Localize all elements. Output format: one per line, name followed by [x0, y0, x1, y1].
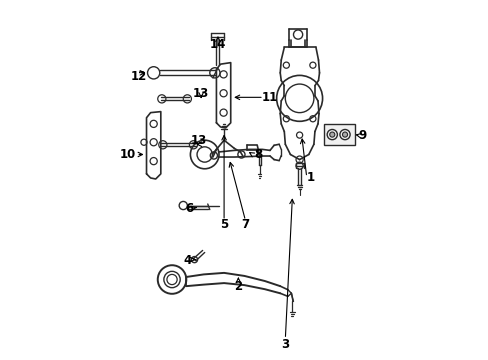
- Bar: [323, 124, 354, 145]
- Text: 7: 7: [241, 219, 249, 231]
- Text: 4: 4: [183, 254, 191, 267]
- Circle shape: [342, 132, 347, 137]
- Text: 8: 8: [254, 148, 263, 161]
- Text: 13: 13: [193, 87, 209, 100]
- Text: 3: 3: [281, 338, 289, 351]
- Text: 13: 13: [190, 134, 206, 147]
- Circle shape: [329, 132, 334, 137]
- Text: 1: 1: [306, 171, 314, 184]
- Text: 6: 6: [185, 202, 193, 215]
- Text: 2: 2: [234, 280, 242, 293]
- Text: 10: 10: [120, 148, 136, 161]
- Text: 5: 5: [220, 219, 228, 231]
- Text: 9: 9: [358, 129, 366, 141]
- Text: 11: 11: [262, 91, 278, 104]
- Text: 12: 12: [130, 71, 146, 84]
- Text: 14: 14: [209, 38, 225, 51]
